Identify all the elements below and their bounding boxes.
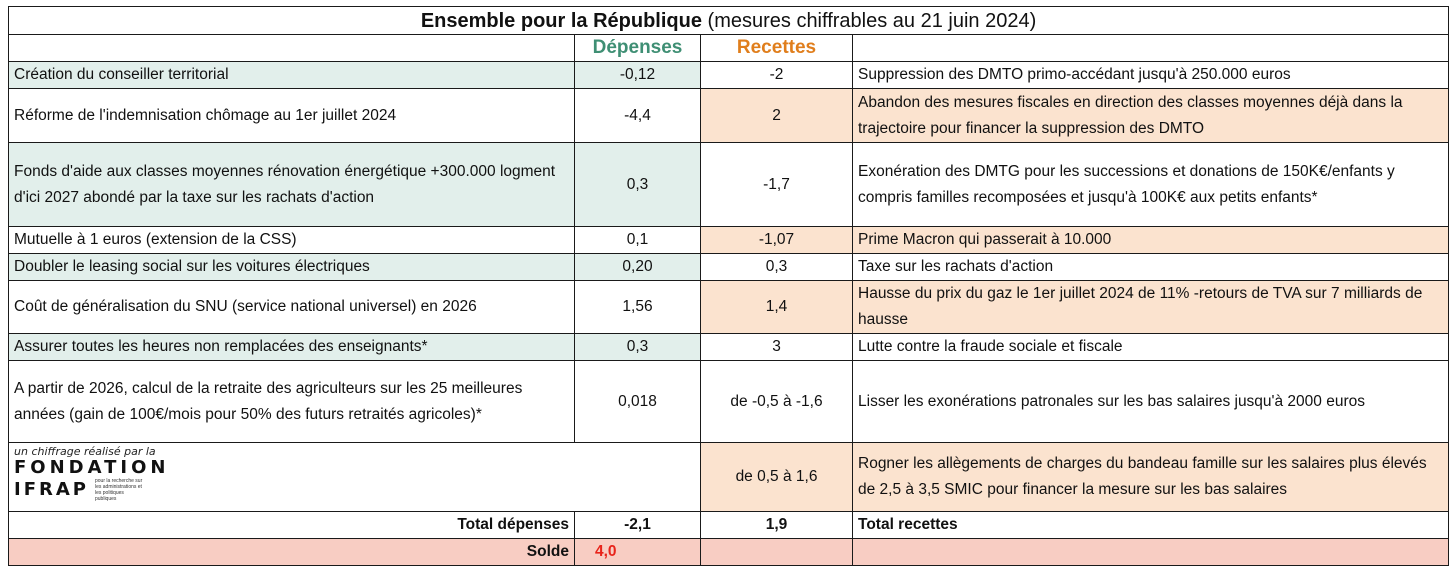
depense-value: 0,018 [574,360,701,443]
table-row: Doubler le leasing social sur les voitur… [8,253,1450,281]
depense-value: 1,56 [574,280,701,334]
depense-value: -4,4 [574,88,701,143]
logo-ifrap-wrap: IFRAP pour la recherche sur les administ… [14,478,695,502]
recette-label: Suppression des DMTO primo-accédant jusq… [851,61,1450,89]
header-depenses: Dépenses [574,34,701,62]
table-row: Mutuelle à 1 euros (extension de la CSS)… [8,226,1450,254]
recette-value: 2 [700,88,853,143]
table-row: Coût de généralisation du SNU (service n… [8,280,1450,334]
solde-label: Solde [8,538,575,566]
recette-value: 3 [700,333,853,361]
ifrap-logo: un chiffrage réalisé par la FONDATION IF… [14,445,695,511]
recette-value: de -0,5 à -1,6 [700,360,853,443]
title-row: Ensemble pour la République (mesures chi… [7,6,1450,35]
depense-label: Fonds d'aide aux classes moyennes rénova… [8,142,575,227]
recette-label: Lisser les exonérations patronales sur l… [851,360,1450,443]
logo-tagline: pour la recherche sur les administration… [94,478,143,502]
recette-value: 0,3 [700,253,853,281]
totals-row: Total dépenses -2,1 1,9 Total recettes [8,511,1450,539]
title-main: Ensemble pour la République [420,9,702,32]
depense-value: 0,20 [574,253,701,281]
logo-ifrap: IFRAP [14,479,89,500]
recette-label: Rogner les allègements de charges du ban… [851,442,1450,512]
total-recettes-label: Total recettes [851,511,1450,539]
solde-empty-2 [851,538,1450,566]
recette-label: Lutte contre la fraude sociale et fiscal… [851,333,1450,361]
table-row: Création du conseiller territorial -0,12… [8,61,1450,89]
table-row: A partir de 2026, calcul de la retraite … [8,360,1450,443]
depense-value: -0,12 [574,61,701,89]
recette-label: Hausse du prix du gaz le 1er juillet 202… [851,280,1450,334]
total-recettes-value: 1,9 [700,511,853,539]
header-empty-left [8,34,575,62]
recette-label: Prime Macron qui passerait à 10.000 [851,226,1450,254]
solde-value: 4,0 [574,538,701,566]
title-subtitle: (mesures chiffrables au 21 juin 2024) [707,9,1037,32]
depense-value: 0,1 [574,226,701,254]
budget-table: Ensemble pour la République (mesures chi… [7,6,1450,566]
recette-value: -1,7 [700,142,853,227]
table-row: Fonds d'aide aux classes moyennes rénova… [8,142,1450,227]
depense-label: Création du conseiller territorial [8,61,575,89]
depense-label: Coût de généralisation du SNU (service n… [8,280,575,334]
recette-label: Exonération des DMTG pour les succession… [851,142,1450,227]
depense-label: Doubler le leasing social sur les voitur… [8,253,575,281]
recette-label: Abandon des mesures fiscales en directio… [851,88,1450,143]
header-row: Dépenses Recettes [8,34,1450,62]
table-row: Réforme de l'indemnisation chômage au 1e… [8,88,1450,143]
depense-value: 0,3 [574,333,701,361]
depense-label: Réforme de l'indemnisation chômage au 1e… [8,88,575,143]
depense-label: A partir de 2026, calcul de la retraite … [8,360,575,443]
solde-empty-1 [700,538,853,566]
logo-cell: un chiffrage réalisé par la FONDATION IF… [8,442,701,512]
depense-value: 0,3 [574,142,701,227]
header-recettes: Recettes [700,34,853,62]
table-row: un chiffrage réalisé par la FONDATION IF… [8,442,1450,512]
total-depenses-label: Total dépenses [8,511,575,539]
table-row: Assurer toutes les heures non remplacées… [8,333,1450,361]
recette-label: Taxe sur les rachats d'action [851,253,1450,281]
solde-row: Solde 4,0 [8,538,1450,566]
logo-fondation: FONDATION [14,457,170,478]
table-title: Ensemble pour la République (mesures chi… [7,6,1450,35]
logo-caption: un chiffrage réalisé par la [14,445,156,458]
depense-label: Assurer toutes les heures non remplacées… [8,333,575,361]
recette-value: 1,4 [700,280,853,334]
recette-value: -2 [700,61,853,89]
total-depenses-value: -2,1 [574,511,701,539]
depense-label: Mutuelle à 1 euros (extension de la CSS) [8,226,575,254]
recette-value: de 0,5 à 1,6 [700,442,853,512]
recette-value: -1,07 [700,226,853,254]
header-empty-right [851,34,1450,62]
